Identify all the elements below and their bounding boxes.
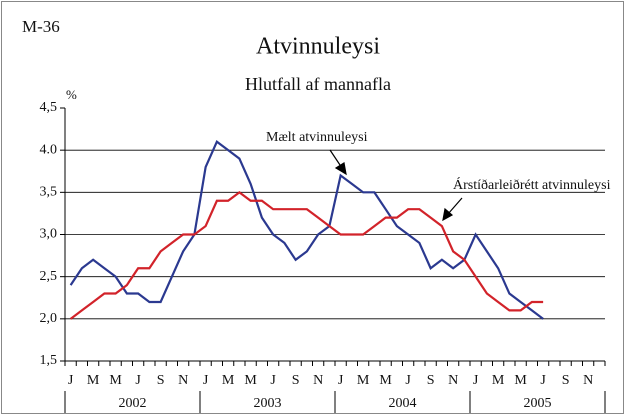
- x-tick-label: J: [68, 373, 74, 388]
- x-tick-label: J: [135, 373, 141, 388]
- arrowhead: [334, 162, 347, 176]
- x-tick-label: M: [379, 373, 392, 388]
- x-tick-label: M: [514, 373, 527, 388]
- series-line: [69, 140, 544, 320]
- x-tick-label: N: [313, 373, 323, 388]
- y-tick-label: 3,5: [40, 185, 58, 200]
- x-tick-label: J: [473, 373, 479, 388]
- chart-code: M-36: [22, 17, 60, 36]
- x-tick-label: S: [427, 373, 435, 388]
- year-label: 2003: [254, 396, 282, 411]
- x-tick-label: M: [244, 373, 257, 388]
- arrow: [447, 197, 463, 215]
- y-tick-label: 4,5: [40, 100, 58, 115]
- x-tick-label: J: [540, 373, 546, 388]
- year-label: 2005: [524, 396, 552, 411]
- y-tick-label: 3,0: [40, 227, 58, 242]
- chart-title: Atvinnuleysi: [256, 34, 380, 60]
- x-tick-label: J: [270, 373, 276, 388]
- y-tick-label: 4.0: [40, 142, 58, 157]
- x-tick-label: J: [203, 373, 209, 388]
- arrowhead: [442, 207, 454, 222]
- y-tick-label: 1,5: [40, 353, 58, 368]
- x-tick-label: S: [157, 373, 165, 388]
- series-line: [69, 190, 544, 320]
- x-tick-label: J: [405, 373, 411, 388]
- year-label: 2002: [119, 396, 147, 411]
- annotation: Árstíðarleiðrétt atvinnuleysi: [453, 176, 611, 193]
- x-tick-label: N: [448, 373, 458, 388]
- x-tick-label: N: [178, 373, 188, 388]
- chart-subtitle: Hlutfall af mannafla: [245, 74, 391, 94]
- year-label: 2004: [389, 396, 417, 411]
- annotation: Mælt atvinnuleysi: [266, 130, 368, 145]
- y-tick-label: 2,0: [40, 311, 58, 326]
- y-unit: %: [66, 87, 77, 102]
- x-tick-label: M: [357, 373, 370, 388]
- x-tick-label: S: [562, 373, 570, 388]
- annotation-arrows: [329, 149, 463, 222]
- y-tick-label: 2,5: [40, 269, 58, 284]
- x-tick-label: M: [87, 373, 100, 388]
- x-tick-label: J: [338, 373, 344, 388]
- x-tick-label: S: [292, 373, 300, 388]
- x-tick-label: M: [109, 373, 122, 388]
- x-tick-label: M: [492, 373, 505, 388]
- x-tick-label: M: [222, 373, 235, 388]
- x-tick-label: N: [583, 373, 593, 388]
